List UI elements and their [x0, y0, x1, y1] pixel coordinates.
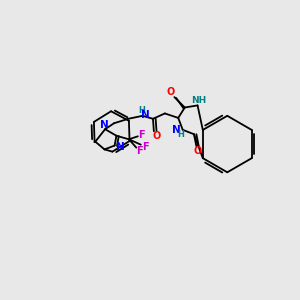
Text: NH: NH [191, 96, 206, 105]
Text: O: O [153, 131, 161, 141]
Text: N: N [172, 125, 181, 135]
Text: H: H [177, 130, 184, 139]
Text: O: O [194, 146, 202, 157]
Text: N: N [100, 120, 109, 130]
Text: F: F [138, 130, 145, 140]
Text: H: H [138, 106, 145, 115]
Text: F: F [136, 146, 142, 156]
Text: N: N [141, 110, 149, 120]
Text: F: F [142, 142, 148, 152]
Text: O: O [167, 87, 175, 97]
Text: N: N [116, 142, 125, 152]
